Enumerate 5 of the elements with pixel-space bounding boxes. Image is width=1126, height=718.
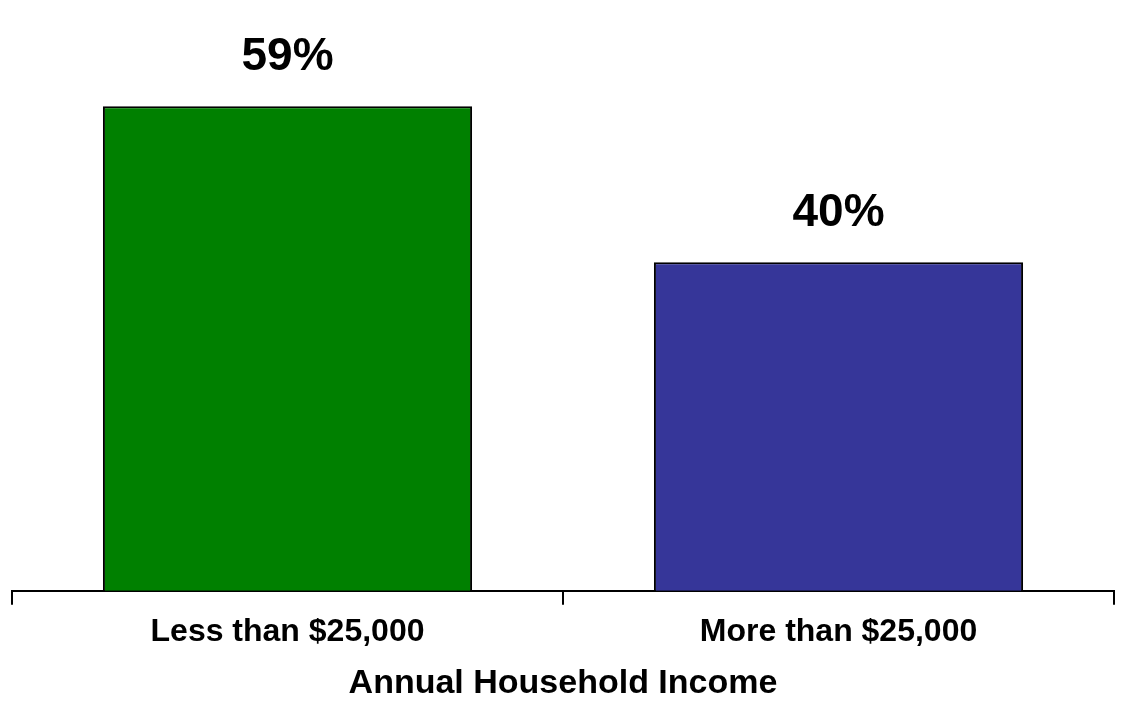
x-tick-label: More than $25,000 bbox=[699, 611, 978, 648]
x-tick-label: Less than $25,000 bbox=[150, 611, 425, 648]
data-label: 59% bbox=[241, 27, 334, 80]
data-label: 40% bbox=[792, 183, 885, 236]
x-axis-title: Annual Household Income bbox=[348, 661, 778, 700]
